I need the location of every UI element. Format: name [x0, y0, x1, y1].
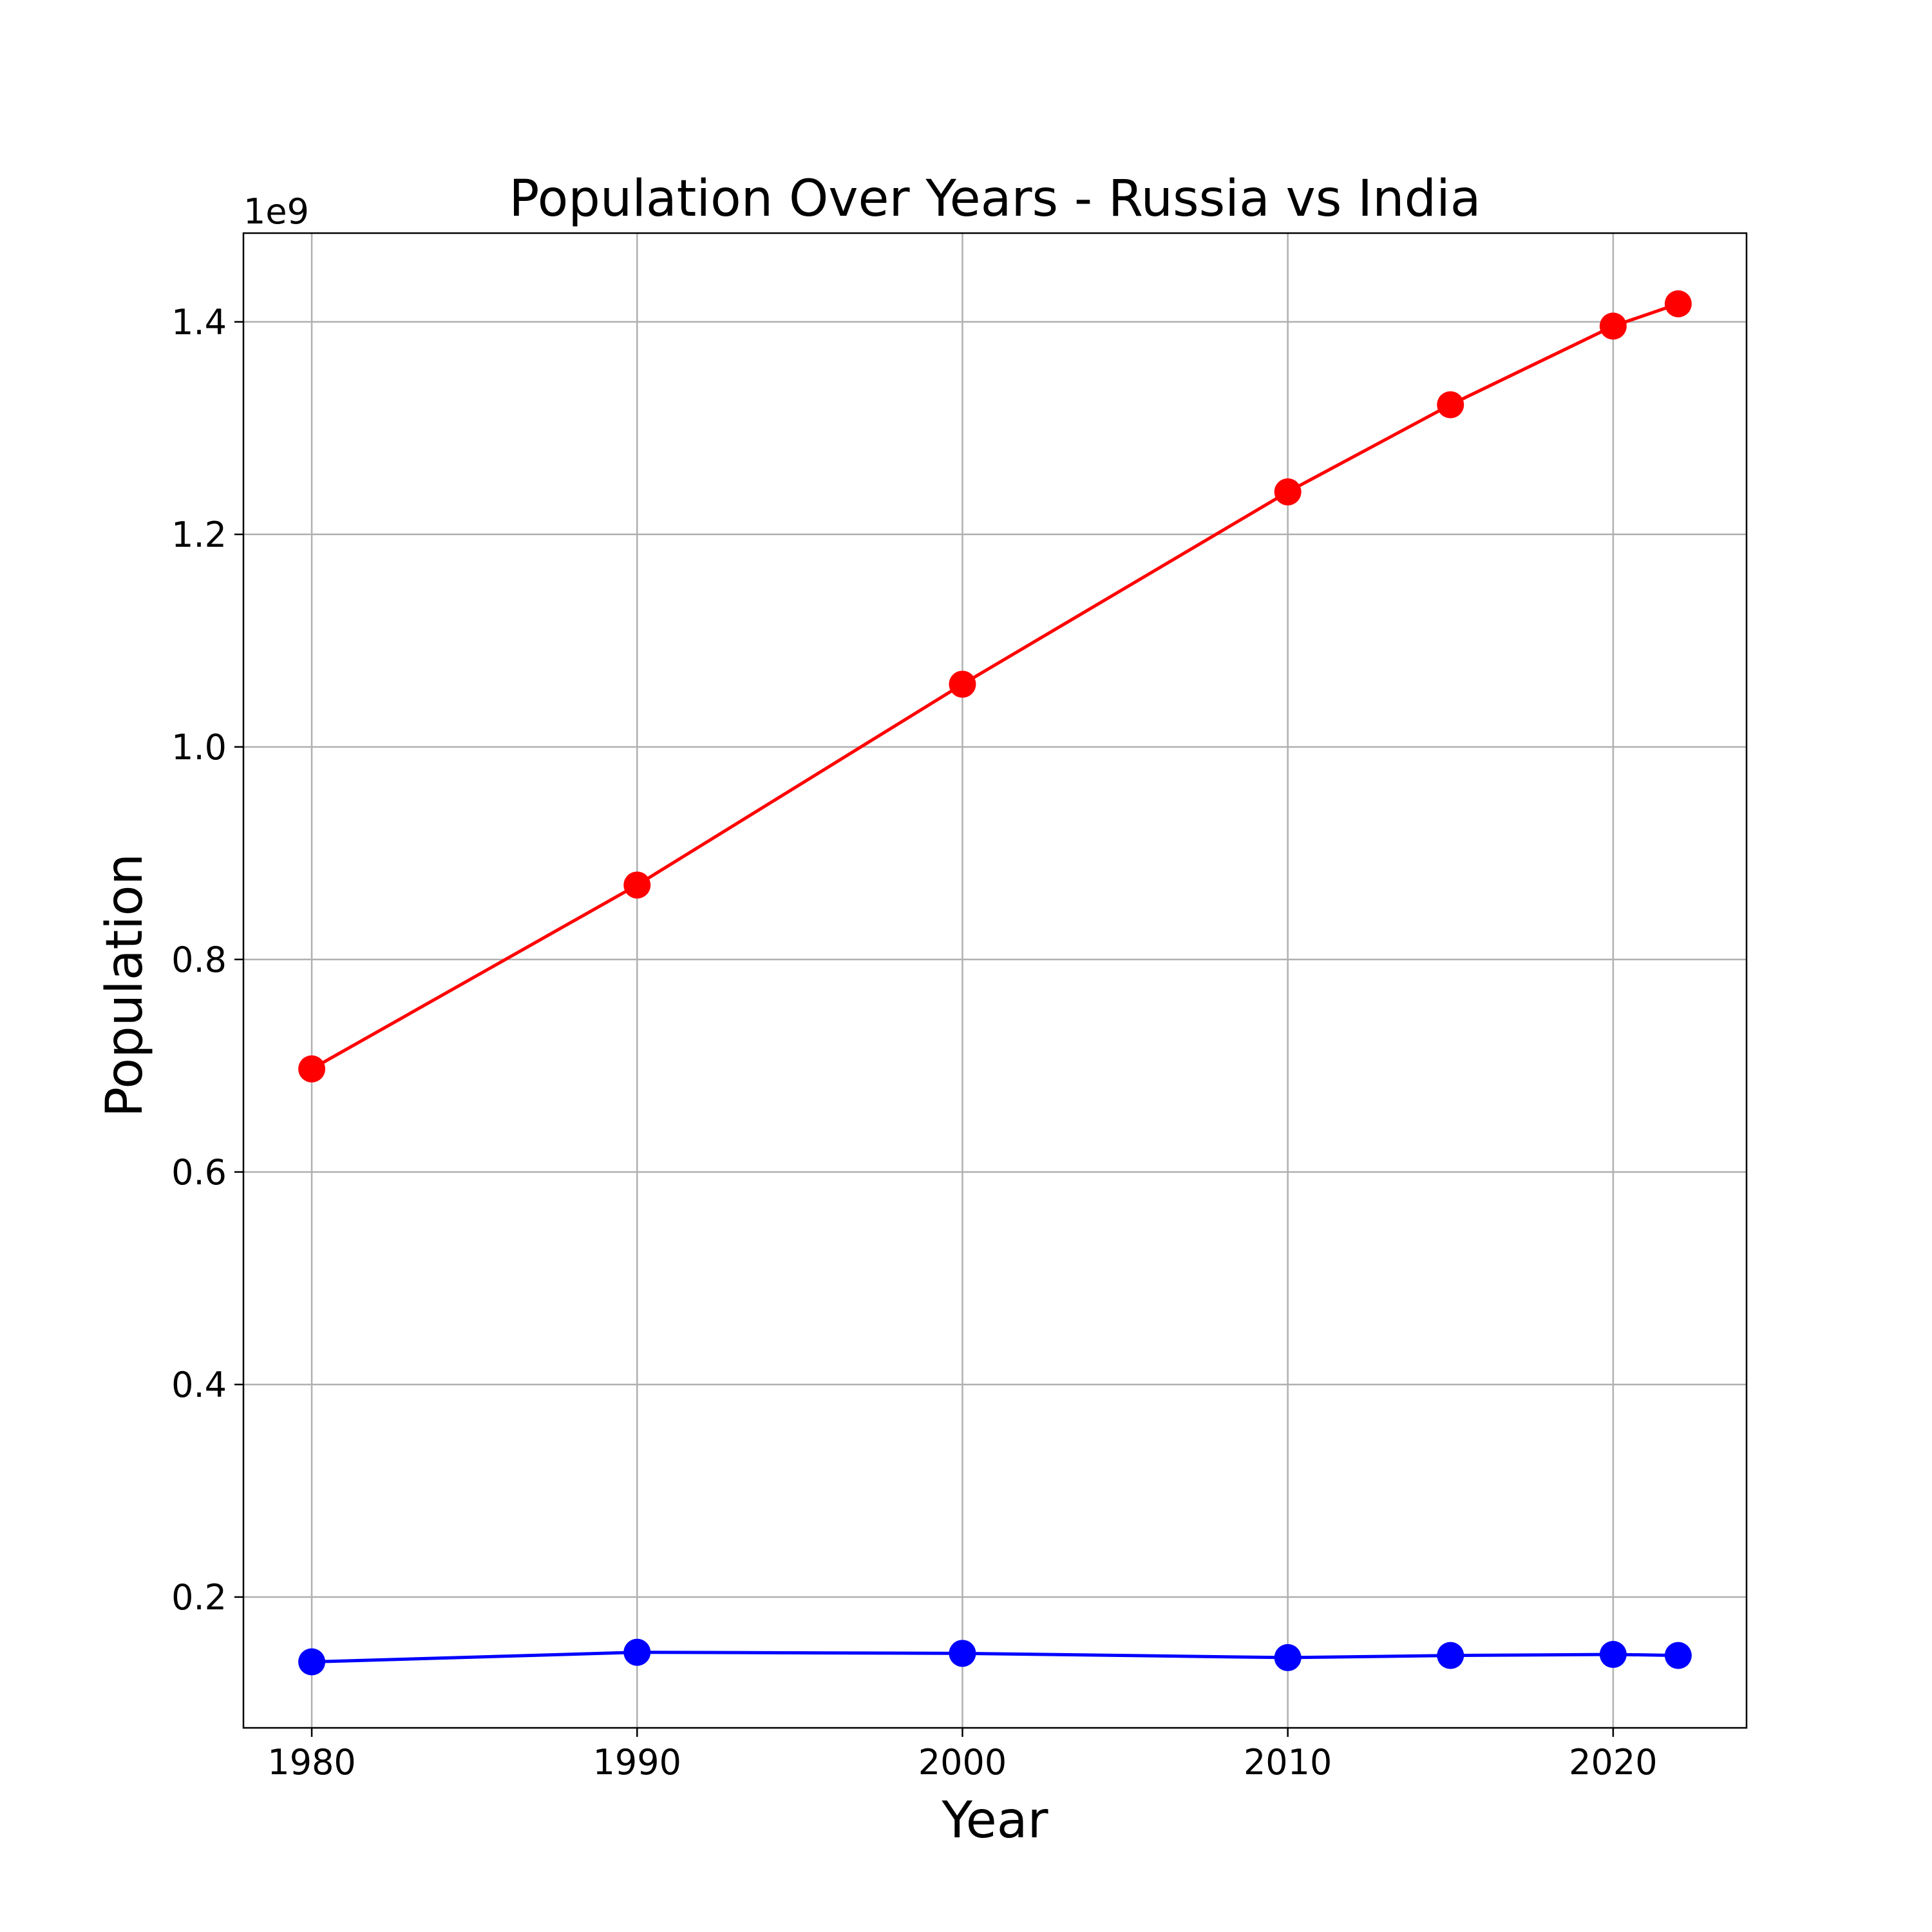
tick-layer: 1980 1990 2000 2010 2020 0.2 0.4 0.6 0.8 1.0 1.2 1.…: [171, 302, 1657, 1783]
plot-frame: [242, 232, 1748, 1729]
x-tick-label: 2000: [918, 1742, 1007, 1783]
y-axis-label: Population: [96, 853, 154, 1117]
chart-title: Population Over Years - Russia vs India: [509, 170, 1481, 228]
series-0-point: [623, 871, 651, 899]
x-tick-label: 2020: [1569, 1742, 1657, 1783]
series-0-point: [1599, 312, 1627, 340]
series-0-point: [949, 670, 976, 698]
series-1-point: [1599, 1640, 1627, 1668]
y-tick-label: 0.2: [171, 1577, 227, 1618]
y-tick-label: 0.8: [171, 940, 227, 980]
y-tick-label: 1.2: [171, 515, 227, 555]
series-0-point: [1664, 290, 1692, 317]
x-tick-label: 2010: [1244, 1742, 1332, 1783]
y-tick-label: 0.6: [171, 1152, 227, 1193]
grid-layer: [243, 233, 1747, 1728]
series-1-point: [1437, 1642, 1464, 1669]
y-tick-label: 1.0: [171, 727, 227, 768]
x-tick-label: 1980: [267, 1742, 355, 1783]
y-offset-label: 1e9: [243, 191, 309, 232]
x-tick-label: 1990: [593, 1742, 681, 1783]
series-1-point: [1274, 1643, 1302, 1671]
series-0-point: [1274, 478, 1302, 506]
series-1-point: [298, 1648, 326, 1676]
x-axis-label: Year: [941, 1792, 1048, 1850]
series-1-point: [623, 1638, 651, 1666]
series-0-point: [298, 1055, 326, 1083]
series-1-point: [1664, 1642, 1692, 1669]
series-layer: [298, 290, 1692, 1676]
series-1-point: [949, 1640, 976, 1667]
series-0-point: [1437, 391, 1464, 419]
y-tick-label: 0.4: [171, 1365, 227, 1405]
y-tick-label: 1.4: [171, 302, 227, 343]
